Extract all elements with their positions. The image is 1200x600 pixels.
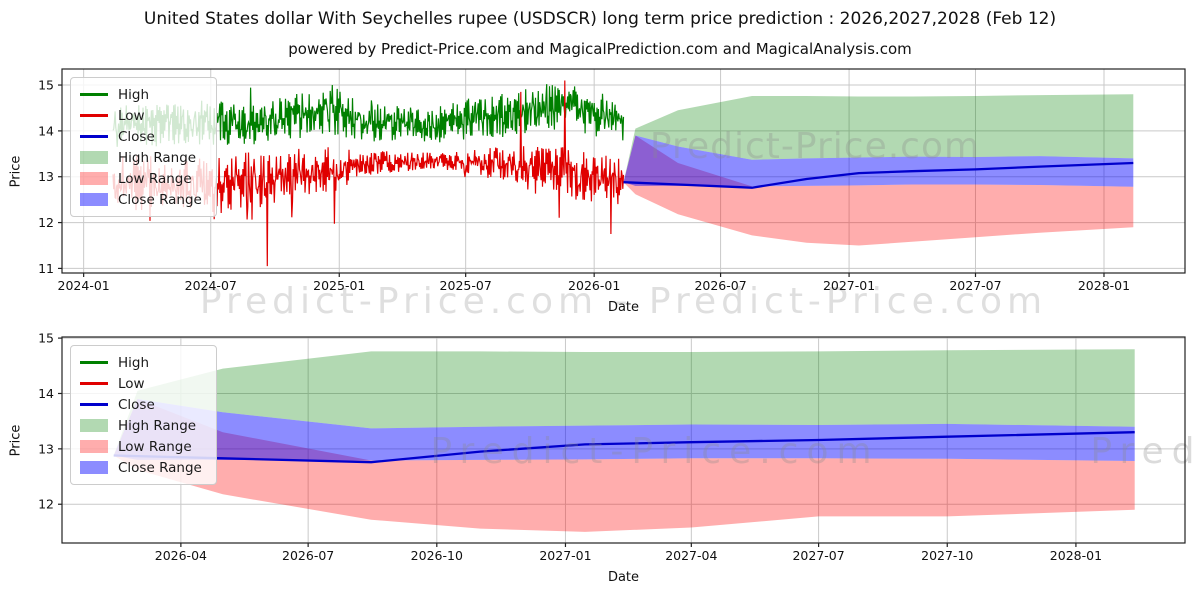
legend-item-label: Close Range xyxy=(118,191,202,208)
x-tick-label: 2027-04 xyxy=(665,548,717,563)
x-tick-label: 2026-07 xyxy=(694,278,746,293)
y-tick-label: 13 xyxy=(38,169,54,184)
y-tick-label: 13 xyxy=(38,441,54,456)
y-tick-label: 14 xyxy=(38,386,54,401)
close-range-band xyxy=(113,399,1135,461)
legend-item-low-range: Low Range xyxy=(80,168,202,189)
legend-item-high: High xyxy=(80,84,202,105)
legend-item-label: High xyxy=(118,354,150,371)
figure-subtitle: powered by Predict-Price.com and Magical… xyxy=(288,40,912,58)
close-range-band xyxy=(623,135,1134,187)
legend-item-high: High xyxy=(80,352,202,373)
legend-patch-swatch xyxy=(80,440,108,453)
top-chart-legend: High Low Close High Range Low Range Close Ran… xyxy=(70,77,217,217)
x-tick-label: 2026-07 xyxy=(282,548,334,563)
high-range-band xyxy=(113,349,1135,456)
x-tick-label: 2026-04 xyxy=(155,548,207,563)
watermark-text: Predict-Price.com xyxy=(1090,431,1200,472)
legend-line-swatch xyxy=(80,361,108,364)
legend-item-close-range: Close Range xyxy=(80,457,202,478)
legend-item-label: High xyxy=(118,86,150,103)
top-xaxis-label: Date xyxy=(607,300,640,315)
x-tick-label: 2027-07 xyxy=(792,548,844,563)
high-range-band xyxy=(623,94,1134,183)
legend-item-close: Close xyxy=(80,394,202,415)
legend-patch-swatch xyxy=(80,151,108,164)
legend-item-close-range: Close Range xyxy=(80,189,202,210)
x-tick-label: 2024-01 xyxy=(58,278,110,293)
watermark-text: Predict-Price.com xyxy=(650,126,980,167)
legend-item-label: Low xyxy=(118,107,145,124)
x-tick-label: 2026-01 xyxy=(568,278,620,293)
legend-patch-swatch xyxy=(80,419,108,432)
x-tick-label: 2027-10 xyxy=(921,548,973,563)
watermark-text: Predict-Price.com xyxy=(430,431,879,472)
legend-item-label: Low xyxy=(118,375,145,392)
legend-item-label: Close Range xyxy=(118,459,202,476)
low-range-band xyxy=(113,399,1135,532)
plot-frame xyxy=(61,68,1186,274)
legend-line-swatch xyxy=(80,403,108,406)
legend-item-label: Close xyxy=(118,128,155,145)
bottom-yaxis-label: Price xyxy=(8,424,24,457)
figure-title: United States dollar With Seychelles rup… xyxy=(143,9,1057,29)
x-tick-label: 2026-10 xyxy=(411,548,463,563)
x-tick-label: 2024-07 xyxy=(185,278,237,293)
legend-item-label: Close xyxy=(118,396,155,413)
legend-item-high-range: High Range xyxy=(80,415,202,436)
legend-item-label: High Range xyxy=(118,149,197,166)
legend-item-low-range: Low Range xyxy=(80,436,202,457)
legend-item-label: High Range xyxy=(118,417,197,434)
legend-patch-swatch xyxy=(80,193,108,206)
legend-patch-swatch xyxy=(80,172,108,185)
watermark-row: Predict-Price.com - Predict-Price.com xyxy=(199,281,1048,322)
top-yaxis-label: Price xyxy=(8,155,24,188)
y-tick-label: 15 xyxy=(38,78,54,93)
bottom-xaxis-label: Date xyxy=(607,570,640,585)
legend-patch-swatch xyxy=(80,461,108,474)
legend-item-label: Low Range xyxy=(118,438,192,455)
plot-frame xyxy=(61,336,1186,544)
y-tick-label: 12 xyxy=(38,497,54,512)
legend-line-swatch xyxy=(80,135,108,138)
legend-line-swatch xyxy=(80,114,108,117)
bottom-chart-legend: High Low Close High Range Low Range Close Ran… xyxy=(70,345,217,485)
legend-item-low: Low xyxy=(80,105,202,126)
legend-item-label: Low Range xyxy=(118,170,192,187)
x-tick-label: 2027-01 xyxy=(823,278,875,293)
y-tick-label: 11 xyxy=(38,261,54,276)
y-tick-label: 12 xyxy=(38,215,54,230)
x-tick-label: 2028-01 xyxy=(1050,548,1102,563)
x-tick-label: 2028-01 xyxy=(1078,278,1130,293)
x-tick-label: 2027-07 xyxy=(949,278,1001,293)
legend-item-high-range: High Range xyxy=(80,147,202,168)
legend-item-low: Low xyxy=(80,373,202,394)
legend-line-swatch xyxy=(80,93,108,96)
x-tick-label: 2025-07 xyxy=(440,278,492,293)
close-line xyxy=(623,161,1134,189)
y-tick-label: 14 xyxy=(38,123,54,138)
x-tick-label: 2027-01 xyxy=(539,548,591,563)
x-tick-label: 2025-01 xyxy=(313,278,365,293)
legend-item-close: Close xyxy=(80,126,202,147)
y-tick-label: 15 xyxy=(38,331,54,346)
low-range-band xyxy=(623,135,1134,246)
legend-line-swatch xyxy=(80,382,108,385)
